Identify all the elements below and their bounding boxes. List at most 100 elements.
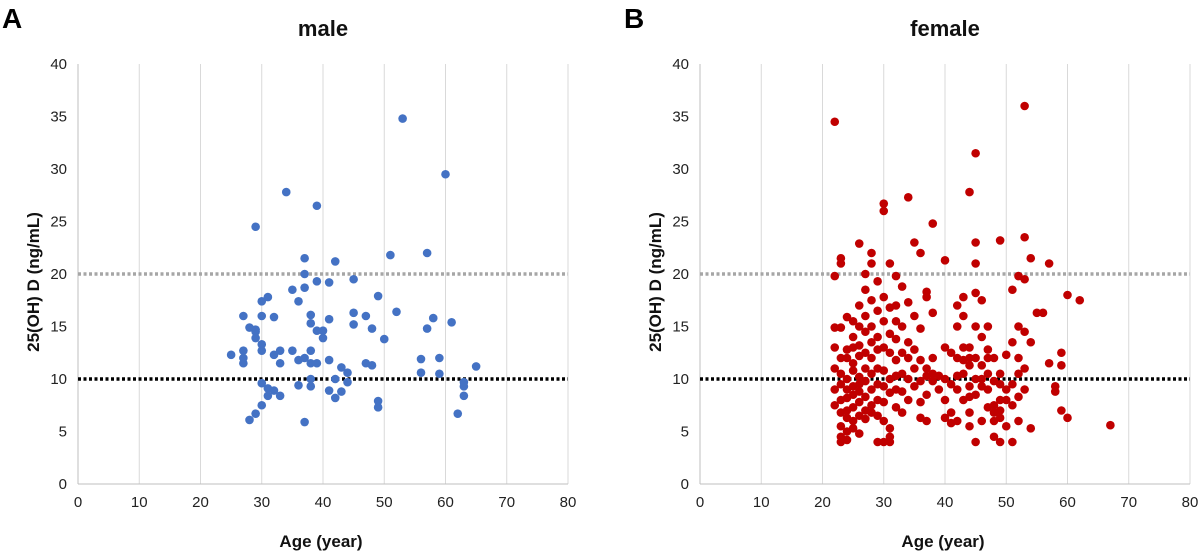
data-point (885, 424, 895, 433)
x-tick-label: 20 (192, 494, 209, 511)
data-point (983, 322, 993, 331)
data-point (1057, 348, 1066, 358)
data-point (910, 382, 919, 391)
y-tick-label: 15 (672, 319, 689, 336)
data-point (959, 369, 968, 379)
data-point (861, 311, 870, 321)
data-point (940, 374, 950, 384)
y-tick-label: 20 (672, 266, 689, 283)
data-point (245, 415, 254, 425)
data-point (1008, 379, 1017, 389)
y-tick-label: 40 (50, 56, 67, 73)
x-tick-label: 50 (998, 494, 1015, 511)
data-point (879, 316, 889, 326)
data-point (995, 236, 1005, 245)
data-point (300, 417, 309, 427)
data-point (263, 292, 273, 302)
data-point (910, 345, 919, 354)
data-point (1001, 385, 1011, 394)
data-point (867, 295, 876, 305)
data-point (275, 358, 285, 368)
data-point (300, 253, 309, 263)
y-tick-label: 35 (672, 109, 689, 126)
data-point (312, 326, 322, 336)
data-point (885, 348, 895, 358)
data-point (848, 316, 858, 326)
data-point (306, 319, 316, 328)
data-point (830, 323, 840, 332)
data-point (867, 337, 876, 347)
data-point (1014, 416, 1023, 426)
data-point (836, 379, 846, 389)
data-point (903, 374, 913, 384)
data-point (989, 400, 999, 410)
data-point (1106, 420, 1115, 430)
data-point (897, 322, 907, 331)
data-point (294, 381, 303, 390)
data-point (1057, 406, 1066, 415)
data-point (275, 391, 285, 401)
data-point (891, 301, 901, 310)
data-point (965, 353, 974, 363)
panel-b: 0 10 20 30 40 50 60 70 80 0 5 10 15 20 25 30 35 40 Age (ye… (624, 3, 1198, 551)
data-point (1026, 337, 1036, 347)
data-point (373, 403, 383, 412)
x-tick-label: 70 (498, 494, 515, 511)
x-tick-label: 80 (560, 494, 577, 511)
data-point (836, 369, 846, 379)
data-point (428, 313, 438, 323)
data-point (879, 199, 889, 208)
data-point (848, 358, 858, 368)
data-point (854, 239, 864, 248)
x-tick-label: 30 (875, 494, 892, 511)
data-point (836, 353, 846, 363)
data-point (879, 416, 889, 426)
data-point (373, 291, 383, 301)
data-point (447, 318, 456, 327)
data-point (1020, 385, 1029, 394)
data-point (922, 364, 931, 373)
data-point (867, 248, 876, 258)
data-point (830, 343, 840, 352)
data-point (854, 387, 864, 396)
x-tick-label: 80 (1182, 494, 1199, 511)
data-point (1001, 350, 1011, 360)
x-tick-label: 60 (437, 494, 454, 511)
data-point (983, 353, 993, 363)
data-point (239, 346, 248, 355)
data-point (324, 386, 334, 395)
x-tick-label: 0 (74, 494, 82, 511)
data-point (312, 358, 322, 368)
data-point (1026, 424, 1036, 433)
data-point (349, 320, 358, 329)
data-point (1020, 274, 1029, 284)
data-point (928, 376, 938, 386)
data-point (946, 348, 956, 358)
data-point (1014, 392, 1023, 402)
data-point (830, 117, 840, 127)
data-point (1020, 101, 1029, 111)
data-point (1014, 369, 1023, 379)
data-point (959, 311, 968, 321)
data-point (971, 374, 980, 384)
y-tick-label: 40 (672, 56, 689, 73)
data-point (885, 329, 895, 339)
data-point (1044, 358, 1054, 368)
data-point (459, 382, 469, 391)
data-point (306, 346, 316, 355)
y-tick-label: 30 (50, 161, 67, 178)
data-point (910, 364, 919, 373)
data-point (861, 364, 870, 373)
data-point (269, 312, 279, 322)
data-point (903, 298, 913, 307)
data-point (453, 409, 463, 418)
data-point (306, 374, 316, 384)
data-point (977, 416, 987, 426)
panel-a: 0 10 20 30 40 50 60 70 80 0 5 10 15 20 25 30 35 40 Age (ye… (2, 3, 576, 551)
data-point (989, 353, 999, 363)
data-point (288, 285, 297, 295)
data-point (983, 385, 993, 394)
data-point (879, 382, 889, 391)
data-point (977, 374, 987, 384)
data-point (1008, 437, 1017, 447)
